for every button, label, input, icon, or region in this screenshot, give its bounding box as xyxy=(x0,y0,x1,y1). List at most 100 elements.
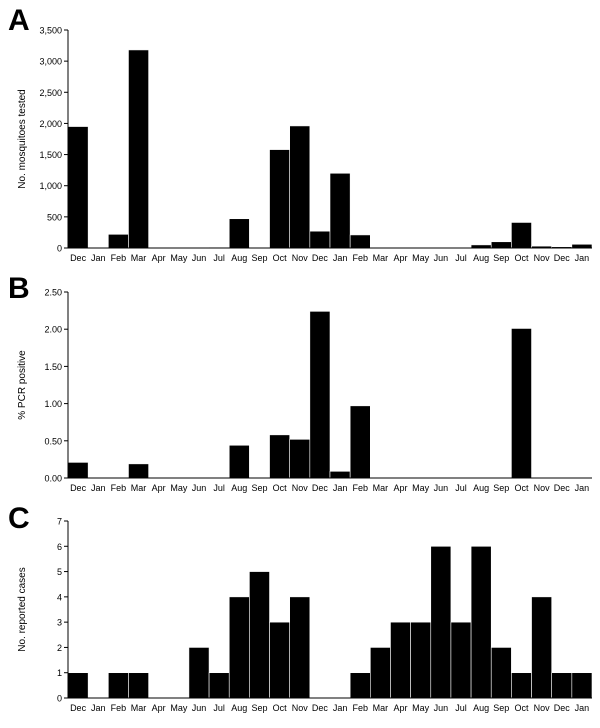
x-tick-label: Nov xyxy=(292,483,309,493)
x-tick-label: Sep xyxy=(493,483,509,493)
x-tick-label: May xyxy=(412,703,430,713)
y-tick-label: 4 xyxy=(57,592,62,602)
bar-dec-0 xyxy=(67,126,89,249)
y-tick-label: 3 xyxy=(57,618,62,628)
bar-sep-21 xyxy=(490,241,512,249)
bar-oct-10 xyxy=(269,621,290,699)
bar-dec-12 xyxy=(309,311,331,479)
y-tick-label: 0.00 xyxy=(44,474,62,484)
bar-aug-20 xyxy=(470,545,492,699)
x-tick-label: Apr xyxy=(152,253,166,263)
x-tick-label: Nov xyxy=(534,483,551,493)
x-tick-label: Feb xyxy=(111,483,127,493)
x-tick-label: Jun xyxy=(434,253,449,263)
y-tick-label: 500 xyxy=(47,212,62,222)
bar-feb-14 xyxy=(349,234,371,249)
y-tick-label: 7 xyxy=(57,517,62,527)
x-tick-label: Jan xyxy=(91,483,106,493)
x-tick-label: Dec xyxy=(70,483,87,493)
x-tick-label: Nov xyxy=(534,253,551,263)
bar-apr-16 xyxy=(390,621,411,699)
bar-jul-19 xyxy=(450,621,472,699)
x-tick-label: Oct xyxy=(273,483,288,493)
x-tick-label: Jan xyxy=(575,483,590,493)
x-tick-label: Jan xyxy=(575,253,590,263)
bar-dec-0 xyxy=(67,462,89,479)
y-tick-label: 3,000 xyxy=(39,57,62,67)
bar-oct-10 xyxy=(269,434,290,479)
x-tick-label: Apr xyxy=(152,703,166,713)
x-tick-label: May xyxy=(170,483,188,493)
bar-jul-7 xyxy=(208,672,230,699)
bar-aug-8 xyxy=(228,444,250,479)
x-tick-label: Dec xyxy=(70,253,87,263)
y-tick-label: 6 xyxy=(57,542,62,552)
bar-dec-12 xyxy=(309,230,331,249)
bar-jan-25 xyxy=(571,243,593,249)
x-tick-label: Sep xyxy=(251,253,267,263)
y-axis-label: No. mosquitoes tested xyxy=(17,89,28,189)
bar-mar-3 xyxy=(128,672,149,699)
bar-aug-8 xyxy=(228,596,250,699)
x-tick-label: Aug xyxy=(231,703,247,713)
bar-nov-11 xyxy=(289,125,311,249)
bar-nov-23 xyxy=(531,596,552,699)
bar-oct-10 xyxy=(269,149,290,249)
y-tick-label: 5 xyxy=(57,567,62,577)
x-tick-label: Jan xyxy=(333,483,348,493)
x-tick-label: Jan xyxy=(333,253,348,263)
bar-mar-3 xyxy=(128,49,149,249)
y-tick-label: 2.00 xyxy=(44,325,62,335)
x-tick-label: Nov xyxy=(292,253,309,263)
panel-c: C 0 1 2 3 4 5 6 7 Dec Jan Feb Mar Apr May Jun Jul Aug Sep O… xyxy=(8,502,593,713)
x-tick-label: Jul xyxy=(455,253,467,263)
panel-letter: C xyxy=(8,502,30,535)
bar-jan-13 xyxy=(329,470,351,479)
y-axis-label: % PCR positive xyxy=(17,350,28,420)
y-tick-label: 0 xyxy=(57,244,62,254)
x-tick-label: Jun xyxy=(434,483,449,493)
bar-jun-18 xyxy=(430,545,452,699)
x-tick-label: Jul xyxy=(213,253,225,263)
x-tick-label: Jul xyxy=(213,483,225,493)
bar-oct-22 xyxy=(511,328,532,479)
x-tick-label: May xyxy=(412,253,430,263)
bar-may-17 xyxy=(410,621,432,699)
panel-a: A 0 500 1,000 1,500 2,000 2,500 3,000 3,500 Dec Ja… xyxy=(8,4,593,263)
x-tick-label: Jul xyxy=(455,483,467,493)
x-tick-label: Dec xyxy=(312,703,329,713)
x-tick-label: May xyxy=(412,483,430,493)
x-tick-label: Feb xyxy=(111,253,127,263)
x-tick-label: Apr xyxy=(394,483,408,493)
x-tick-label: Jul xyxy=(455,703,467,713)
x-tick-label: Aug xyxy=(473,703,489,713)
x-tick-label: Aug xyxy=(473,253,489,263)
x-tick-label: Apr xyxy=(152,483,166,493)
panel-letter: B xyxy=(8,272,30,305)
y-tick-label: 1,000 xyxy=(39,181,62,191)
x-tick-label: Feb xyxy=(111,703,127,713)
x-tick-label: Dec xyxy=(312,483,329,493)
x-tick-label: Mar xyxy=(373,483,389,493)
x-tick-label: Dec xyxy=(554,483,571,493)
bar-jan-25 xyxy=(571,672,593,699)
x-tick-label: Jun xyxy=(434,703,449,713)
x-tick-label: Oct xyxy=(514,483,529,493)
y-axis-label: No. reported cases xyxy=(17,567,28,652)
x-tick-label: May xyxy=(170,253,188,263)
bar-jun-6 xyxy=(188,647,210,699)
y-tick-label: 0 xyxy=(57,694,62,704)
x-tick-label: Mar xyxy=(373,703,389,713)
x-tick-label: Nov xyxy=(534,703,551,713)
panel-b: B 0.00 0.50 1.00 1.50 2.00 2.50 Dec Jan Feb Mar Apr… xyxy=(8,272,592,493)
x-tick-label: Feb xyxy=(352,483,368,493)
x-tick-label: Dec xyxy=(312,253,329,263)
bar-sep-9 xyxy=(249,571,270,699)
x-tick-label: Mar xyxy=(131,703,147,713)
x-tick-label: Apr xyxy=(394,703,408,713)
x-tick-label: Aug xyxy=(231,483,247,493)
bar-feb-14 xyxy=(349,672,371,699)
x-tick-label: Mar xyxy=(131,253,147,263)
x-tick-label: Feb xyxy=(352,703,368,713)
